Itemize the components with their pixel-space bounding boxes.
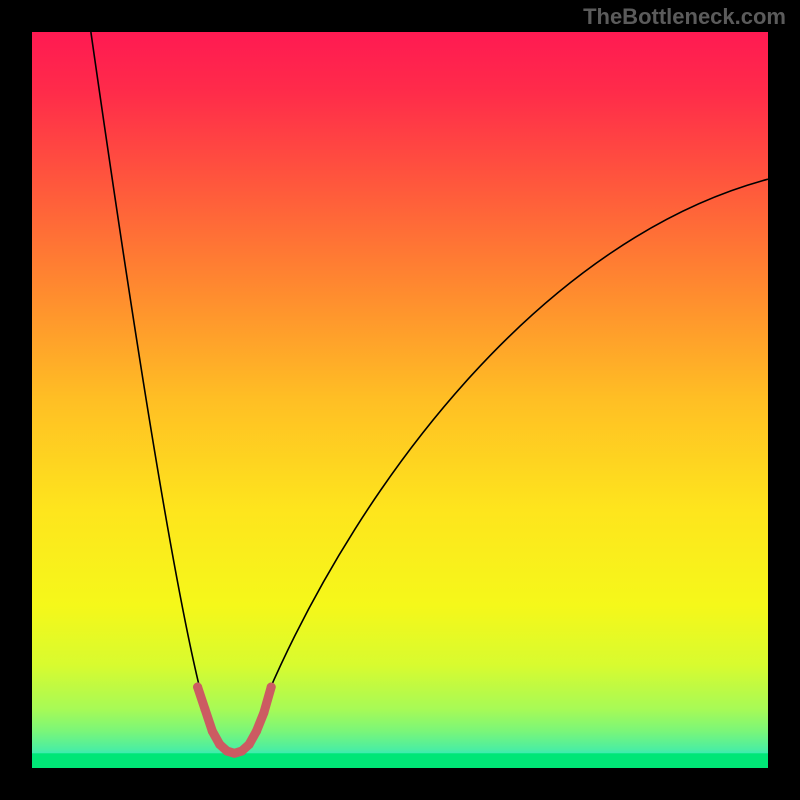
valley-marker-dot xyxy=(259,708,268,717)
valley-marker-dot xyxy=(252,727,261,736)
valley-marker-dot xyxy=(215,740,224,749)
bottom-band xyxy=(32,753,768,768)
valley-marker-dot xyxy=(245,740,254,749)
valley-marker-dot xyxy=(237,747,246,756)
valley-marker-dot xyxy=(267,683,276,692)
valley-marker-dot xyxy=(208,727,217,736)
valley-marker-dot xyxy=(200,705,209,714)
plot-area xyxy=(32,32,768,768)
chart-frame: TheBottleneck.com xyxy=(0,0,800,800)
watermark-text: TheBottleneck.com xyxy=(583,4,786,30)
valley-marker-dot xyxy=(193,683,202,692)
plot-background xyxy=(32,32,768,768)
plot-svg xyxy=(32,32,768,768)
